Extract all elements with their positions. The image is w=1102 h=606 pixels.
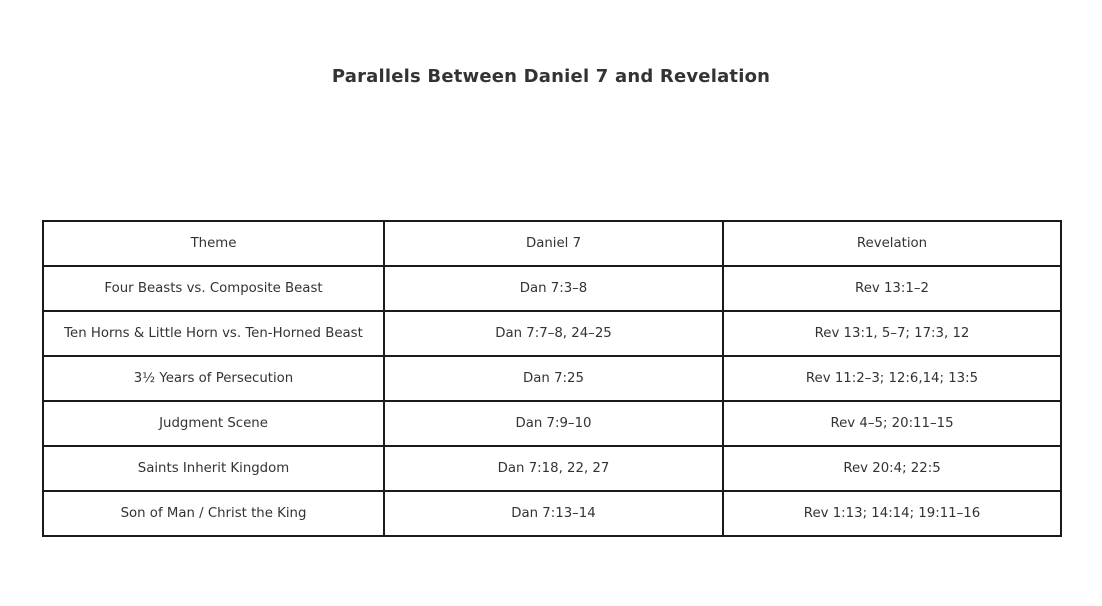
table-cell: Rev 13:1–2 (722, 265, 1062, 312)
table-row: 3½ Years of Persecution Dan 7:25 Rev 11:2–… (42, 355, 1062, 402)
table-cell: Rev 20:4; 22:5 (722, 445, 1062, 492)
table-cell: 3½ Years of Persecution (42, 355, 385, 402)
table-row: Son of Man / Christ the King Dan 7:13–14 R… (42, 490, 1062, 537)
table-cell: Dan 7:18, 22, 27 (383, 445, 724, 492)
table-cell: Rev 13:1, 5–7; 17:3, 12 (722, 310, 1062, 357)
table-row: Saints Inherit Kingdom Dan 7:18, 22, 27 Re… (42, 445, 1062, 492)
table-cell: Dan 7:3–8 (383, 265, 724, 312)
parallels-table: Theme Daniel 7 Revelation Four Beasts vs. … (42, 220, 1062, 537)
table-cell: Dan 7:9–10 (383, 400, 724, 447)
table-cell: Rev 4–5; 20:11–15 (722, 400, 1062, 447)
table-cell: Four Beasts vs. Composite Beast (42, 265, 385, 312)
table-header-row: Theme Daniel 7 Revelation (42, 220, 1062, 267)
table-cell: Dan 7:13–14 (383, 490, 724, 537)
table-row: Ten Horns & Little Horn vs. Ten-Horned B… (42, 310, 1062, 357)
table-cell: Son of Man / Christ the King (42, 490, 385, 537)
page-title: Parallels Between Daniel 7 and Revelatio… (331, 66, 771, 87)
table-row: Judgment Scene Dan 7:9–10 Rev 4–5; 20:11–1… (42, 400, 1062, 447)
table-cell: Dan 7:7–8, 24–25 (383, 310, 724, 357)
table-body: Four Beasts vs. Composite Beast Dan 7:3–8… (42, 265, 1062, 537)
column-header: Theme (42, 220, 385, 267)
table-cell: Saints Inherit Kingdom (42, 445, 385, 492)
column-header: Daniel 7 (383, 220, 724, 267)
table-row: Four Beasts vs. Composite Beast Dan 7:3–8… (42, 265, 1062, 312)
table-cell: Rev 11:2–3; 12:6,14; 13:5 (722, 355, 1062, 402)
table-header: Theme Daniel 7 Revelation (42, 220, 1062, 267)
table-cell: Ten Horns & Little Horn vs. Ten-Horned B… (42, 310, 385, 357)
column-header: Revelation (722, 220, 1062, 267)
table-cell: Dan 7:25 (383, 355, 724, 402)
table-cell: Judgment Scene (42, 400, 385, 447)
table-cell: Rev 1:13; 14:14; 19:11–16 (722, 490, 1062, 537)
